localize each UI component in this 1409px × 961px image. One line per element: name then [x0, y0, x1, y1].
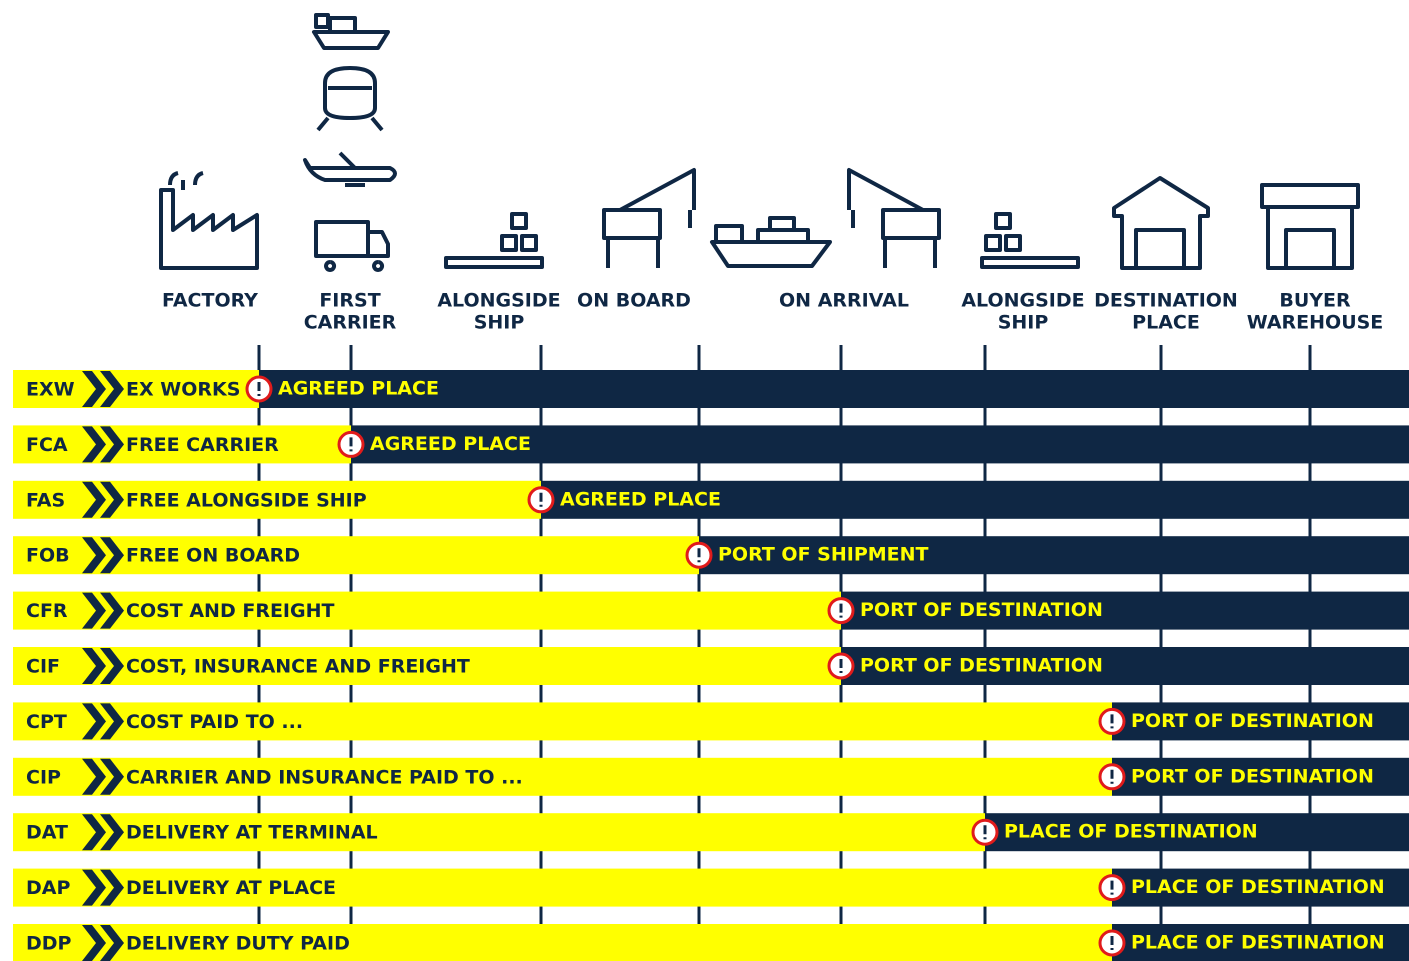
term-name: DELIVERY DUTY PAID	[126, 933, 350, 955]
term-name: FREE ALONGSIDE SHIP	[126, 489, 367, 511]
code: EXW	[26, 379, 75, 401]
place: AGREED PLACE	[370, 433, 531, 455]
station-label: SHIP	[998, 312, 1049, 334]
place: PLACE OF DESTINATION	[1131, 932, 1385, 954]
place: PORT OF DESTINATION	[860, 655, 1103, 677]
term-name: COST PAID TO ...	[126, 711, 303, 733]
place: PORT OF DESTINATION	[1131, 710, 1374, 732]
station-label: WAREHOUSE	[1247, 312, 1384, 334]
station-label: CARRIER	[304, 312, 397, 334]
station-label: FACTORY	[162, 290, 258, 312]
dock-icon	[446, 214, 542, 267]
warehouse-icon-2	[1262, 185, 1358, 268]
station-label: SHIP	[474, 312, 525, 334]
crane-icon	[604, 170, 694, 268]
code: DAT	[26, 822, 68, 844]
place: PORT OF DESTINATION	[1131, 765, 1374, 787]
station-label: ALONGSIDE	[961, 290, 1084, 312]
term-name: COST AND FREIGHT	[126, 600, 335, 622]
term-name: CARRIER AND INSURANCE PAID TO ...	[126, 766, 523, 788]
station-label: ON BOARD	[577, 290, 691, 312]
term-name: EX WORKS	[126, 379, 240, 401]
term-name: FREE ON BOARD	[126, 545, 300, 567]
term-name: DELIVERY AT PLACE	[126, 877, 336, 899]
code: FAS	[26, 489, 65, 511]
incoterms-diagram: FACTORYFIRSTCARRIERALONGSIDESHIPON BOARD…	[0, 0, 1409, 961]
station-label: DESTINATION	[1094, 290, 1238, 312]
ship-icon	[314, 15, 388, 48]
term-name: COST, INSURANCE AND FREIGHT	[126, 656, 470, 678]
station-label: FIRST	[319, 290, 380, 312]
term-name: FREE CARRIER	[126, 434, 279, 456]
place: AGREED PLACE	[278, 378, 439, 400]
station-label: BUYER	[1279, 290, 1351, 312]
code: CIF	[26, 656, 60, 678]
place: PLACE OF DESTINATION	[1004, 821, 1258, 843]
code: CFR	[26, 600, 68, 622]
icons	[161, 15, 1358, 270]
code: CPT	[26, 711, 67, 733]
factory-icon	[161, 173, 257, 268]
code: CIP	[26, 766, 61, 788]
station-label: PLACE	[1132, 312, 1200, 334]
station-label: ALONGSIDE	[437, 290, 560, 312]
place: AGREED PLACE	[560, 488, 721, 510]
station-label: ON ARRIVAL	[779, 290, 909, 312]
train-icon	[318, 68, 382, 130]
code: FCA	[26, 434, 68, 456]
code: DDP	[26, 933, 72, 955]
plane-icon	[305, 153, 395, 185]
place: PORT OF DESTINATION	[860, 599, 1103, 621]
warehouse-icon	[1114, 178, 1208, 268]
place: PORT OF SHIPMENT	[718, 544, 929, 566]
cargo-ship-icon	[712, 218, 830, 266]
crane-icon-2	[849, 170, 939, 268]
code: FOB	[26, 545, 70, 567]
place: PLACE OF DESTINATION	[1131, 876, 1385, 898]
dock-icon-2	[982, 214, 1078, 267]
term-name: DELIVERY AT TERMINAL	[126, 822, 378, 844]
code: DAP	[26, 877, 70, 899]
truck-icon	[316, 222, 388, 270]
